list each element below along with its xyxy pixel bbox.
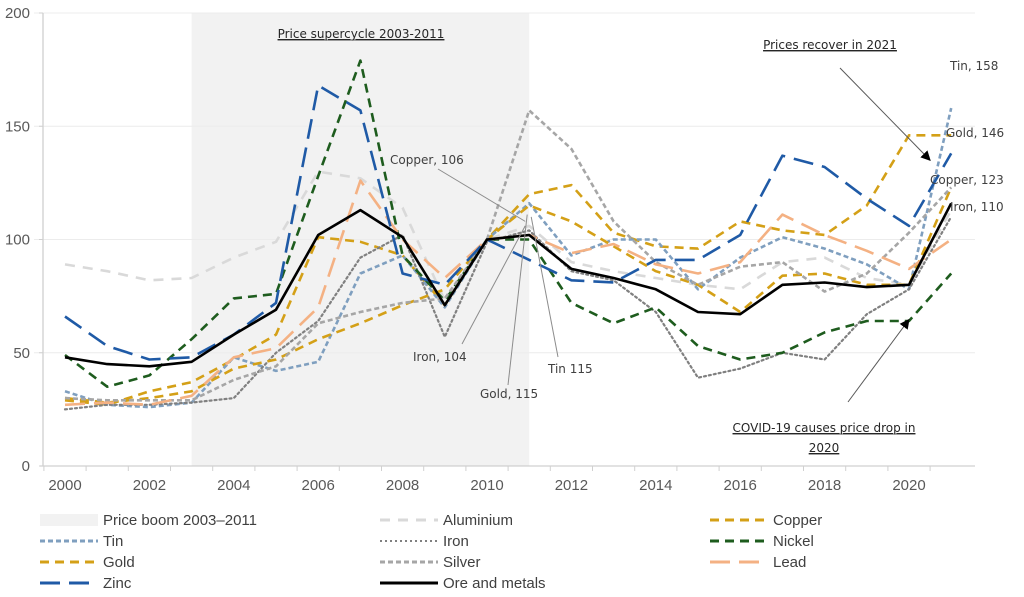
x-tick-label: 2004	[217, 477, 250, 494]
x-tick-label: 2012	[555, 477, 588, 494]
legend-label: Nickel	[773, 532, 814, 550]
legend-item-tin: Tin	[40, 531, 123, 551]
legend-label: Gold	[103, 553, 135, 571]
annotation-covid-drop: COVID-19 causes price drop in	[733, 421, 916, 435]
legend-swatch	[380, 540, 438, 542]
annotation-leader	[530, 216, 559, 358]
annotation-tin-2011: Tin 115	[547, 362, 593, 376]
legend-swatch	[40, 539, 98, 543]
legend-swatch-shade	[40, 514, 98, 526]
legend-label: Copper	[773, 511, 823, 529]
annotation-iron-2011: Iron, 104	[413, 350, 467, 364]
y-tick-label: 100	[5, 232, 30, 249]
annotation-copper-2021: Copper, 123	[930, 173, 1004, 187]
legend-label: Iron	[443, 532, 469, 550]
y-tick-label: 0	[22, 458, 30, 475]
legend-label: Zinc	[103, 574, 132, 592]
legend-item-iron: Iron	[380, 531, 469, 551]
y-tick-label: 150	[5, 118, 30, 135]
legend-label: Lead	[773, 553, 807, 571]
legend-item-silver: Silver	[380, 552, 481, 572]
legend-swatch	[710, 560, 768, 564]
annotation-leader	[507, 214, 528, 386]
legend-item-zinc: Zinc	[40, 573, 131, 593]
x-tick-label: 2016	[724, 477, 757, 494]
legend-swatch	[710, 518, 768, 522]
legend-label: Silver	[443, 553, 481, 571]
legend-item-ore-and-metals: Ore and metals	[380, 573, 546, 593]
legend-item-copper: Copper	[710, 510, 822, 530]
series-line	[64, 186, 953, 404]
annotation-covid-drop-year: 2020	[809, 441, 840, 455]
x-tick-label: 2006	[302, 477, 335, 494]
x-tick-label: 2000	[48, 477, 81, 494]
x-tick-label: 2008	[386, 477, 419, 494]
legend-swatch	[710, 539, 768, 543]
legend-swatch	[40, 581, 98, 585]
series-line	[64, 84, 953, 361]
legend-swatch	[380, 560, 438, 564]
annotation-iron-2021: Iron, 110	[950, 200, 1004, 214]
annotation-prices-recover: Prices recover in 2021	[763, 38, 897, 52]
series-nickel	[64, 59, 953, 389]
legend-label: Tin	[103, 532, 124, 550]
annotation-gold-2011: Gold, 115	[480, 387, 538, 401]
series-line	[64, 202, 953, 368]
legend-item-aluminium: Aluminium	[380, 510, 513, 530]
legend-swatch	[40, 514, 98, 526]
series-line	[64, 134, 952, 407]
series-line	[64, 109, 953, 402]
legend-item-gold: Gold	[40, 552, 135, 572]
annotation-layer: Price supercycle 2003-2011 Prices recover…	[277, 27, 1004, 455]
x-tick-label: 2002	[133, 477, 166, 494]
legend-label: Ore and metals	[443, 574, 546, 592]
annotation-leader	[437, 168, 526, 222]
annotation-price-supercycle: Price supercycle 2003-2011	[278, 27, 445, 41]
series-copper	[64, 134, 952, 407]
series-line	[64, 170, 953, 303]
x-tick-label: 2014	[639, 477, 672, 494]
series-layer	[63, 59, 953, 411]
legend-item-lead: Lead	[710, 552, 806, 572]
legend-item-shade: Price boom 2003–2011	[40, 510, 257, 530]
legend-item-nickel: Nickel	[710, 531, 814, 551]
legend-swatch	[40, 560, 98, 564]
legend: Price boom 2003–2011 Aluminium Copper Tin Ir…	[0, 510, 1024, 597]
grid-layer	[34, 12, 975, 354]
annotation-gold-2021: Gold, 146	[946, 126, 1004, 140]
series-line	[64, 107, 953, 409]
annotation-leader	[461, 225, 526, 345]
annotation-arrow	[839, 67, 931, 161]
series-zinc	[64, 84, 953, 361]
legend-label: Price boom 2003–2011	[103, 511, 257, 529]
annotation-tin-2021: Tin, 158	[949, 59, 998, 73]
y-tick-label: 50	[13, 345, 30, 362]
legend-label: Aluminium	[443, 511, 514, 529]
legend-swatch	[380, 518, 438, 522]
series-line	[64, 59, 953, 389]
x-tick-label: 2018	[808, 477, 841, 494]
annotation-copper-2011: Copper, 106	[390, 153, 464, 167]
series-ore-and-metals	[64, 202, 953, 368]
x-tick-label: 2010	[470, 477, 503, 494]
series-silver	[64, 109, 953, 402]
x-tick-label: 2020	[892, 477, 925, 494]
y-tick-label: 200	[5, 5, 30, 22]
legend-swatch	[380, 581, 438, 585]
annotation-arrow	[847, 318, 910, 403]
axis-layer: 0 50 100 150 200 2000 2002 2004 2006 2008 2010 2012…	[5, 5, 975, 494]
